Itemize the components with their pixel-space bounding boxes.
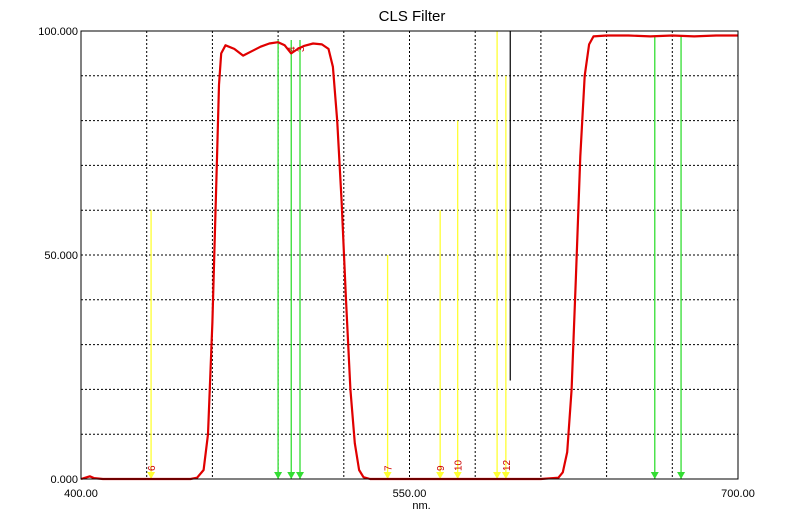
marker-label: 7 [384,465,395,471]
marker-arrow [677,472,686,479]
x-axis-label: nm. [412,500,430,512]
series-lines [80,34,738,481]
marker-arrow [274,472,283,479]
series-line [80,34,738,481]
marker-arrow [493,472,502,479]
chart-title: CLS Filter [379,8,446,25]
y-tick-label: 50.000 [44,250,78,262]
marker-label: 9 [436,465,447,471]
y-tick-label: 100.000 [38,26,78,38]
x-tick-label: 400.00 [64,488,98,500]
marker-arrow [287,472,296,479]
marker-lines: 6 43 7 9 10 12 [147,31,686,479]
marker-arrow [501,472,510,479]
marker-label: 4 [287,46,298,52]
marker-arrow [147,472,156,479]
x-tick-label: 700.00 [721,488,755,500]
marker-arrow [453,472,462,479]
marker-label: 3 [296,46,307,52]
marker-label: 6 [147,465,158,471]
marker-arrow [296,472,304,479]
x-axis-ticks: 400.00 550.00 700.00 [64,488,755,500]
marker-arrow [436,472,445,479]
marker-arrow [383,472,392,479]
marker-label: 10 [454,459,465,471]
y-axis-ticks: 0.000 50.000 100.000 [38,26,78,486]
y-tick-label: 0.000 [50,474,78,486]
marker-label: 12 [502,459,513,471]
marker-arrow [650,472,659,479]
plot-frame [80,30,739,480]
x-tick-label: 550.00 [393,488,427,500]
